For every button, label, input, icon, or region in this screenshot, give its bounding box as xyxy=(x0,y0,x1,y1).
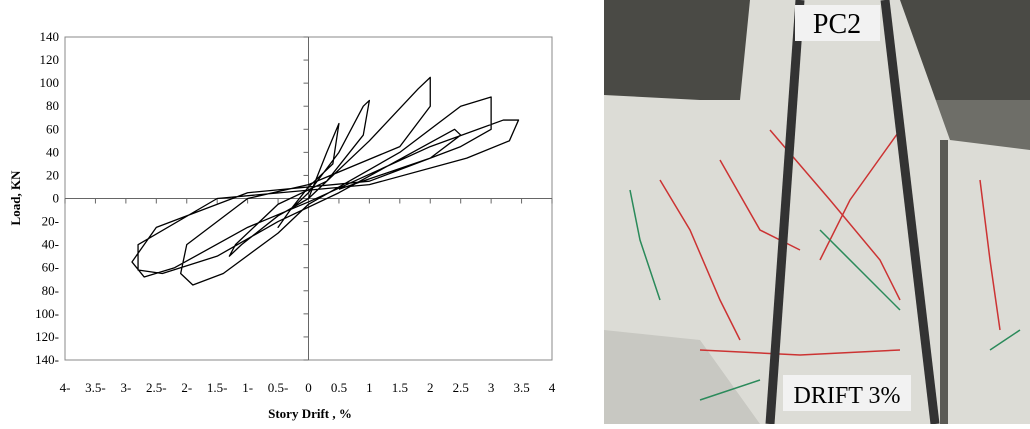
photo-label: DRIFT 3% xyxy=(794,383,901,409)
photo-label: PC2 xyxy=(813,9,861,40)
x-tick-label: 3 xyxy=(488,380,495,395)
x-tick-label: 1.5 xyxy=(392,380,408,395)
x-tick-label: 2.5 xyxy=(453,380,469,395)
x-tick-label: 2- xyxy=(181,380,192,395)
x-tick-label: 4- xyxy=(60,380,71,395)
y-tick-label: 40 xyxy=(46,144,59,159)
x-tick-label: 3.5- xyxy=(85,380,106,395)
y-tick-label: 20 xyxy=(46,167,59,182)
label-card xyxy=(783,375,911,411)
rebars xyxy=(765,0,940,425)
x-tick-label: 1- xyxy=(242,380,253,395)
x-tick-label: 3- xyxy=(120,380,131,395)
green-cracks xyxy=(629,189,1021,401)
y-tick-label: 40- xyxy=(42,237,59,252)
concrete-shadow xyxy=(604,330,760,424)
y-tick-label: 60 xyxy=(46,121,59,136)
y-tick-label: 20- xyxy=(42,214,59,229)
y-tick-label: 80 xyxy=(46,98,59,113)
crack-gap xyxy=(940,140,948,424)
x-tick-label: 2 xyxy=(427,380,434,395)
y-tick-label: 60- xyxy=(42,260,59,275)
x-tick-label: 0.5- xyxy=(268,380,289,395)
y-tick-label: 140- xyxy=(35,352,59,367)
y-tick-label: 0 xyxy=(53,191,60,206)
y-tick-label: 100- xyxy=(35,306,59,321)
x-tick-label: 1.5- xyxy=(207,380,228,395)
x-axis-label: Story Drift , % xyxy=(268,406,352,421)
x-tick-label: 3.5 xyxy=(513,380,529,395)
x-tick-label: 2.5- xyxy=(146,380,167,395)
y-tick-label: 120- xyxy=(35,329,59,344)
y-tick-label: 100 xyxy=(40,75,60,90)
hysteresis-curve xyxy=(131,76,520,286)
y-axis-label: Load, KN xyxy=(8,170,23,226)
photo: PC2 DRIFT 3% xyxy=(604,0,1030,425)
x-tick-label: 0 xyxy=(305,380,312,395)
y-tick-label: 140 xyxy=(40,29,60,44)
x-tick-label: 1 xyxy=(366,380,373,395)
y-tick-label: 120 xyxy=(40,52,60,67)
x-tick-label: 4 xyxy=(549,380,556,395)
x-tick-label: 0.5 xyxy=(331,380,347,395)
y-tick-label: 80- xyxy=(42,283,59,298)
label-card xyxy=(795,5,880,41)
